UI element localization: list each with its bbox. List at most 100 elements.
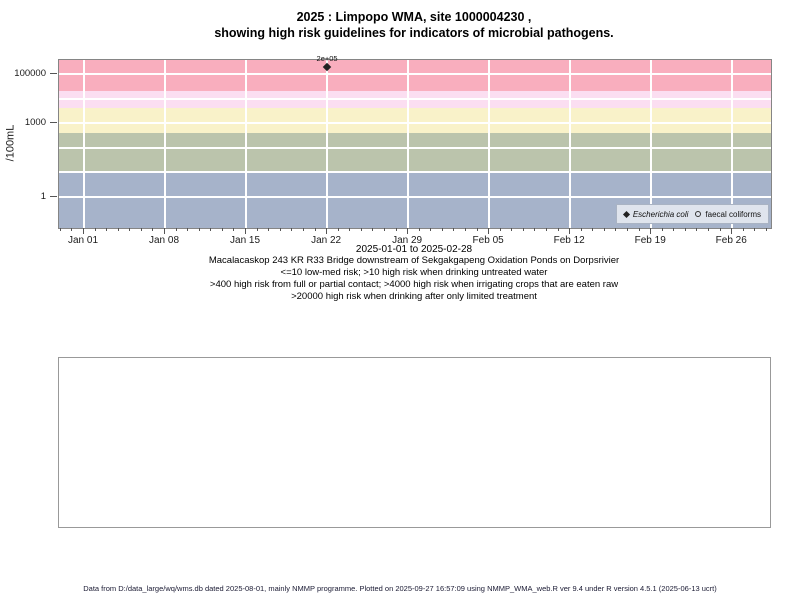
x-minor-tick xyxy=(198,228,200,231)
caption-risk-line3: >20000 high risk when drinking after onl… xyxy=(291,291,537,302)
x-minor-tick xyxy=(71,228,73,231)
risk-band xyxy=(59,60,771,92)
h-gridline xyxy=(59,196,771,198)
x-tick-label: Feb 12 xyxy=(553,235,585,246)
filled-diamond-icon xyxy=(622,210,630,218)
x-tick-label: Feb 26 xyxy=(715,235,747,246)
legend-item-label: Escherichia coli xyxy=(632,209,689,219)
x-minor-tick xyxy=(615,228,617,231)
x-minor-tick xyxy=(742,228,744,231)
x-tick-label: Feb 05 xyxy=(472,235,504,246)
x-minor-tick xyxy=(314,228,316,231)
x-minor-tick xyxy=(418,228,420,231)
x-minor-tick xyxy=(360,228,362,231)
x-axis-title: 2025-01-01 to 2025-02-28 xyxy=(355,244,473,255)
x-minor-tick xyxy=(661,228,663,231)
x-minor-tick xyxy=(673,228,675,231)
x-minor-tick xyxy=(603,228,605,231)
x-minor-tick xyxy=(337,228,339,231)
x-minor-tick xyxy=(175,228,177,231)
x-minor-tick xyxy=(476,228,478,231)
x-minor-tick xyxy=(696,228,698,231)
legend-item-label: faecal coliforms xyxy=(705,209,761,219)
x-minor-tick xyxy=(464,228,466,231)
y-tick-mark xyxy=(50,122,57,124)
x-minor-tick xyxy=(430,228,432,231)
x-minor-tick xyxy=(256,228,258,231)
v-gridline xyxy=(83,60,85,228)
x-major-tick xyxy=(164,228,166,234)
x-major-tick xyxy=(326,228,328,234)
x-minor-tick xyxy=(117,228,119,231)
chart-legend: Escherichia coli faecal coliforms xyxy=(615,204,769,224)
h-gridline xyxy=(59,73,771,76)
x-minor-tick xyxy=(372,228,374,231)
caption-risk-line1: <=10 low-med risk; >10 high risk when dr… xyxy=(280,267,548,278)
x-tick-label: Jan 08 xyxy=(149,235,180,246)
x-minor-tick xyxy=(638,228,640,231)
risk-band xyxy=(59,133,771,173)
y-tick-label: 1 xyxy=(40,191,46,202)
empty-second-plot-panel xyxy=(58,357,771,528)
x-minor-tick xyxy=(754,228,756,231)
x-major-tick xyxy=(83,228,84,234)
open-circle-icon xyxy=(695,211,702,217)
x-minor-tick xyxy=(59,228,61,231)
y-tick-label: 1000 xyxy=(24,117,46,129)
x-minor-tick xyxy=(765,228,767,231)
x-minor-tick xyxy=(719,228,721,231)
point-value-label: 2e+05 xyxy=(316,53,338,63)
v-gridline xyxy=(326,60,329,228)
x-major-tick xyxy=(731,228,733,234)
x-minor-tick xyxy=(291,228,293,231)
caption-risk-line2: >400 high risk from full or partial cont… xyxy=(209,279,619,290)
x-minor-tick xyxy=(534,228,536,231)
v-gridline xyxy=(245,60,248,228)
plot-area: 2e+05 Escherichia coli faecal coliforms xyxy=(58,54,772,229)
x-tick-label: Jan 29 xyxy=(392,235,423,246)
v-gridline xyxy=(569,60,572,228)
x-major-tick xyxy=(650,228,652,234)
h-gridline xyxy=(59,122,771,125)
x-minor-tick xyxy=(140,228,142,231)
x-minor-tick xyxy=(395,228,397,231)
x-minor-tick xyxy=(210,228,212,231)
x-minor-tick xyxy=(684,228,686,231)
x-minor-tick xyxy=(152,228,154,231)
y-axis-title-text: /100mL xyxy=(4,124,17,162)
y-tick-label: 100000 xyxy=(14,68,46,80)
x-major-tick xyxy=(407,228,409,234)
x-minor-tick xyxy=(129,228,131,231)
x-minor-tick xyxy=(302,228,304,231)
x-tick-label: Feb 19 xyxy=(634,235,666,246)
x-tick-label: Jan 22 xyxy=(311,235,342,246)
caption-site: Macalacaskop 243 KR R33 Bridge downstrea… xyxy=(208,255,620,266)
x-minor-tick xyxy=(511,228,513,231)
x-minor-tick xyxy=(441,228,443,231)
caption-block: Macalacaskop 243 KR R33 Bridge downstrea… xyxy=(30,255,798,303)
legend-item: faecal coliforms xyxy=(695,210,761,219)
v-gridline xyxy=(164,60,167,228)
x-major-tick xyxy=(245,228,247,234)
x-tick-label: Jan 01 xyxy=(67,235,99,246)
v-gridline xyxy=(407,60,410,228)
x-minor-tick xyxy=(349,228,351,231)
h-gridline xyxy=(59,146,771,149)
x-minor-tick xyxy=(522,228,524,231)
x-minor-tick xyxy=(279,228,281,231)
footer-note: Data from D:/data_large/wq/wms.db dated … xyxy=(83,584,717,593)
x-minor-tick xyxy=(453,228,455,231)
x-minor-tick xyxy=(557,228,559,231)
v-gridline xyxy=(731,60,734,228)
h-gridline xyxy=(59,171,771,174)
chart-title-line2: showing high risk guidelines for indicat… xyxy=(214,26,614,40)
x-minor-tick xyxy=(268,228,270,231)
x-tick-label: Jan 15 xyxy=(230,235,261,246)
y-tick-mark xyxy=(50,73,57,75)
x-minor-tick xyxy=(708,228,710,231)
x-minor-tick xyxy=(580,228,582,231)
x-minor-tick xyxy=(233,228,235,231)
x-minor-tick xyxy=(383,228,385,231)
x-minor-tick xyxy=(187,228,189,231)
